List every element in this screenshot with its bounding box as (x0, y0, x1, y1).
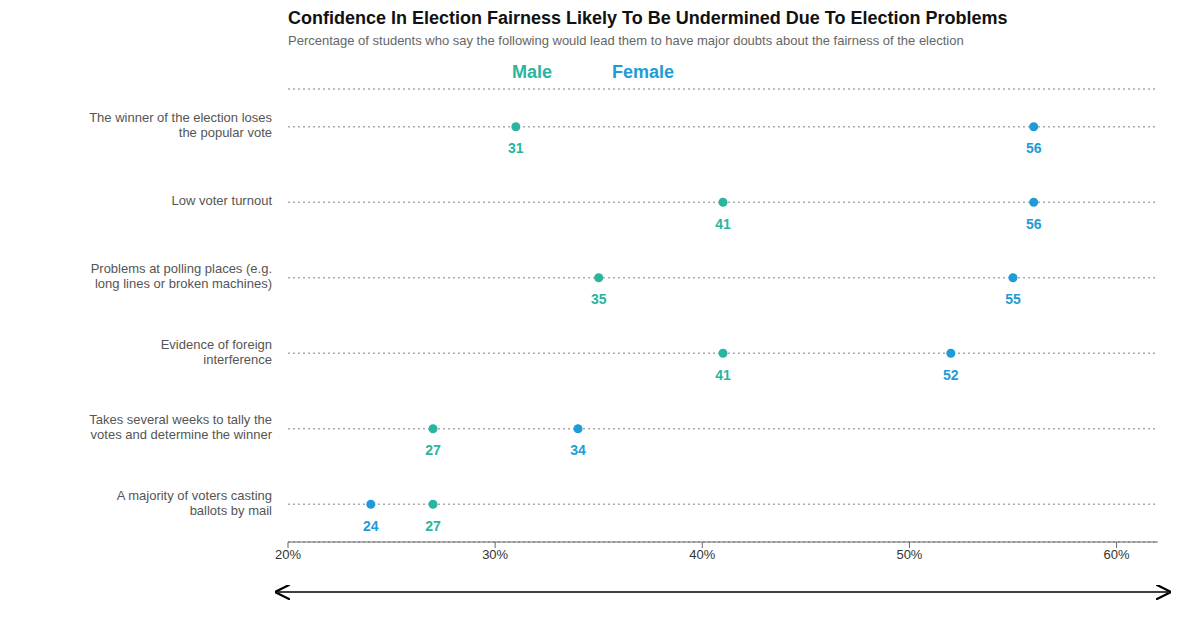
svg-text:41: 41 (715, 367, 731, 383)
svg-text:56: 56 (1026, 140, 1042, 156)
html-text:Confidence In Election Fairnes: Confidence In Election Fairness Likely T… (288, 8, 1008, 28)
svg-text:Low voter turnout: Low voter turnout (172, 194, 273, 209)
svg-text:The winner of the election los: The winner of the election losesthe popu… (89, 111, 272, 141)
svg-text:56: 56 (1026, 216, 1042, 232)
svg-text:Takes several weeks to tally t: Takes several weeks to tally thevotes an… (89, 413, 272, 443)
svg-text:34: 34 (570, 442, 586, 458)
svg-text:41: 41 (715, 216, 731, 232)
svg-text:52: 52 (943, 367, 959, 383)
svg-text:Problems at polling places (e.: Problems at polling places (e.g.long lin… (91, 262, 272, 292)
svg-text:27: 27 (425, 442, 441, 458)
html-text:Female: Female (612, 62, 674, 82)
svg-text:50%: 50% (896, 547, 922, 562)
svg-text:40%: 40% (689, 547, 715, 562)
html-text:Percentage of students who say: Percentage of students who say the follo… (288, 33, 964, 48)
svg-text:35: 35 (591, 291, 607, 307)
html-text:Male: Male (512, 62, 552, 82)
svg-text:55: 55 (1005, 291, 1021, 307)
svg-text:20%: 20% (275, 547, 301, 562)
svg-text:24: 24 (363, 518, 379, 534)
svg-text:60%: 60% (1104, 547, 1130, 562)
svg-text:Evidence of foreigninterferenc: Evidence of foreigninterference (161, 337, 272, 367)
svg-text:30%: 30% (482, 547, 508, 562)
svg-text:A majority of voters castingba: A majority of voters castingballots by m… (117, 488, 272, 518)
svg-text:27: 27 (425, 518, 441, 534)
svg-text:31: 31 (508, 140, 524, 156)
